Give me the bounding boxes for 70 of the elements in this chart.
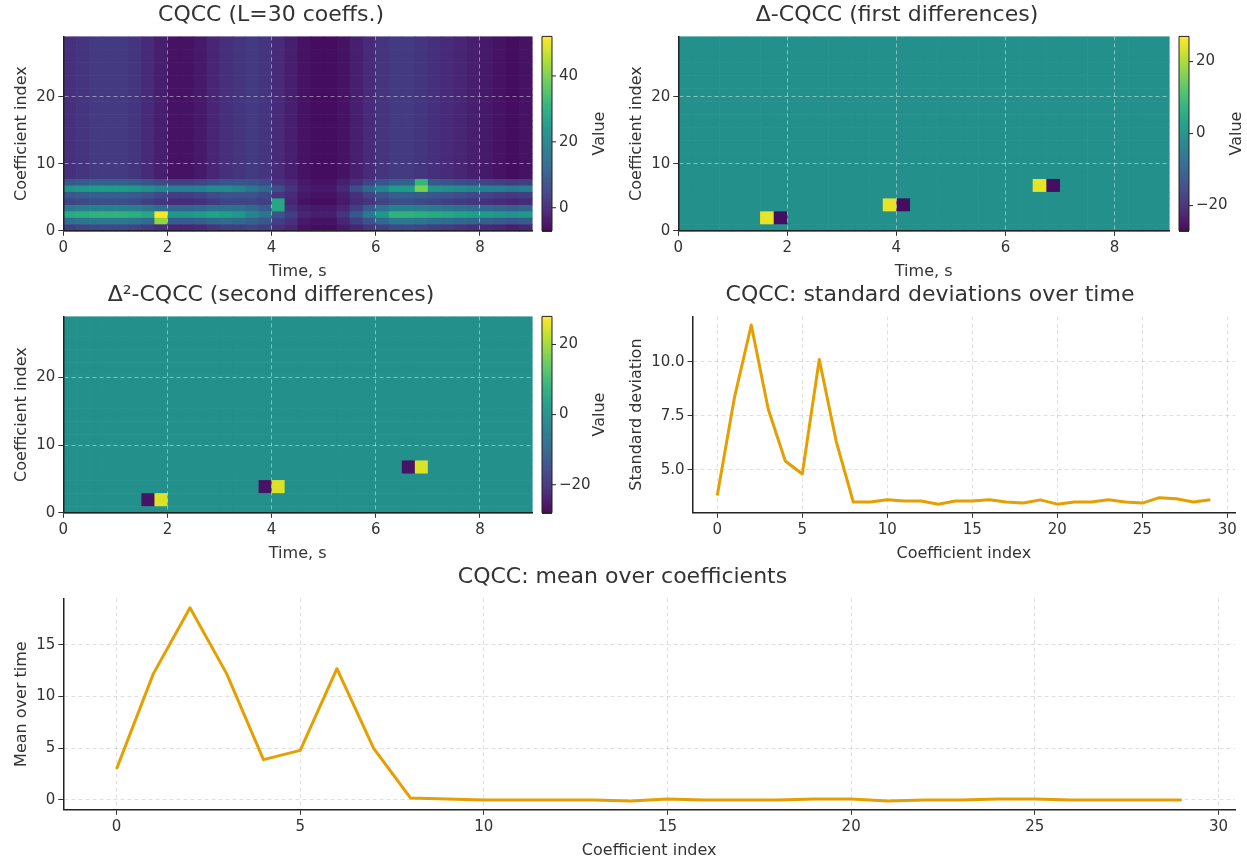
color-bar-title: Value [1226, 111, 1246, 156]
color-bar-title: Value [589, 111, 609, 156]
x-tick-label: 2 [162, 519, 173, 538]
y-tick-label: 5.0 [660, 459, 685, 478]
chart-title: CQCC: standard deviations over time [725, 280, 1135, 306]
x-tick-label: 20 [841, 816, 861, 835]
y-tick-label: 0 [45, 220, 56, 239]
x-tick-label: 6 [1000, 237, 1011, 256]
y-tick-label: 20 [651, 86, 671, 105]
color-bar-title: Value [589, 392, 609, 437]
x-tick-label: 30 [1217, 519, 1237, 538]
chart-title: CQCC (L=30 coeffs.) [158, 0, 384, 26]
y-axis-title: Standard deviation [625, 338, 645, 491]
x-axis-title: Time, s [893, 260, 953, 280]
x-tick-label: 10 [877, 519, 897, 538]
color-bar-label: 20 [1196, 51, 1216, 70]
color-bar-label: 0 [559, 197, 569, 216]
x-tick-label: 4 [891, 237, 902, 256]
y-tick-label: 10.0 [651, 351, 685, 370]
color-bar-label: −20 [559, 474, 591, 493]
y-axis-title: Mean over time [10, 641, 30, 767]
y-tick-label: 20 [36, 86, 56, 105]
y-axis-title: Coefficient index [625, 66, 645, 201]
x-tick-label: 0 [111, 816, 122, 835]
y-tick-label: 20 [36, 367, 56, 386]
y-tick-label: 10 [651, 153, 671, 172]
color-bar-label: 20 [559, 131, 579, 150]
x-tick-label: 6 [370, 237, 381, 256]
color-bar-label: 0 [559, 404, 569, 423]
x-tick-label: 25 [1132, 519, 1152, 538]
y-tick-label: 15 [36, 634, 56, 653]
y-tick-label: 10 [36, 686, 56, 705]
x-axis-title: Time, s [267, 542, 327, 562]
x-tick-label: 2 [162, 237, 173, 256]
chart-title: CQCC: mean over coefficients [457, 562, 788, 588]
x-axis-title: Coefficient index [896, 542, 1032, 562]
x-tick-label: 20 [1047, 519, 1067, 538]
y-tick-label: 7.5 [660, 405, 685, 424]
chart-title: Δ²-CQCC (second differences) [107, 280, 435, 306]
chart-title: Δ-CQCC (first differences) [755, 0, 1039, 26]
x-tick-label: 5 [295, 816, 305, 835]
x-axis-title: Time, s [267, 260, 327, 280]
x-tick-label: 15 [962, 519, 982, 538]
x-axis-title: Coefficient index [581, 839, 717, 859]
y-tick-label: 10 [36, 153, 56, 172]
x-tick-label: 8 [475, 519, 485, 538]
x-tick-label: 0 [58, 519, 69, 538]
x-tick-label: 0 [58, 237, 69, 256]
x-tick-label: 30 [1208, 816, 1229, 835]
x-tick-label: 6 [370, 519, 381, 538]
x-tick-label: 8 [1109, 237, 1120, 256]
x-tick-label: 4 [266, 519, 277, 538]
color-bar-label: −20 [1196, 195, 1228, 214]
color-bar-label: 0 [1196, 123, 1206, 142]
y-axis-title: Coefficient index [10, 347, 30, 482]
y-tick-label: 5 [45, 738, 56, 757]
y-axis-title: Coefficient index [10, 66, 30, 201]
x-tick-label: 8 [475, 237, 485, 256]
x-tick-label: 0 [712, 519, 723, 538]
y-tick-label: 0 [45, 502, 56, 521]
x-tick-label: 25 [1025, 816, 1045, 835]
x-tick-label: 10 [474, 816, 494, 835]
x-tick-label: 2 [782, 237, 793, 256]
x-tick-label: 5 [797, 519, 808, 538]
color-bar-label: 40 [559, 65, 579, 84]
y-tick-label: 0 [45, 789, 56, 808]
y-tick-label: 10 [36, 434, 56, 453]
y-tick-label: 0 [660, 220, 671, 239]
x-tick-label: 4 [266, 237, 277, 256]
color-bar-label: 20 [559, 334, 579, 353]
